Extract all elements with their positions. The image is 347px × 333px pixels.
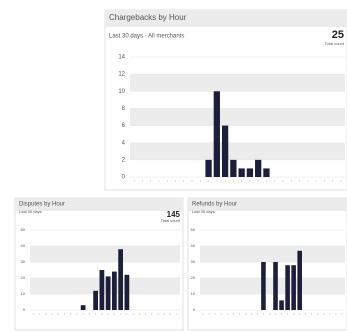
bar	[297, 250, 302, 310]
bar	[285, 265, 290, 310]
bar	[93, 290, 98, 310]
bar	[105, 276, 111, 310]
bar	[124, 274, 130, 310]
y-tick-label: 40	[21, 243, 26, 248]
bar	[112, 271, 117, 310]
total-label: Total count	[325, 41, 345, 46]
panel	[14, 197, 184, 331]
y-tick-label: 30	[191, 259, 196, 264]
y-tick-label: 50	[191, 227, 196, 232]
y-tick-label: 14	[118, 55, 125, 61]
panel	[187, 197, 347, 331]
y-tick-label: 0	[193, 307, 196, 312]
bar	[273, 262, 278, 310]
grid-band	[130, 74, 345, 92]
y-tick-label: 0	[23, 307, 26, 312]
y-tick-label: 6	[122, 123, 126, 129]
grid-band	[30, 246, 180, 262]
total-value: 25	[332, 29, 344, 41]
total-label: Total count	[161, 218, 181, 223]
bar	[205, 159, 212, 177]
y-tick-label: 2	[122, 157, 126, 163]
bar	[221, 125, 229, 177]
y-tick-label: 4	[122, 140, 126, 146]
panel-subtitle: Last 30 days · All merchants	[109, 34, 184, 40]
panel-subtitle: Last 30 days	[19, 209, 42, 214]
panel-title: Chargebacks by Hour	[109, 13, 187, 22]
bar	[99, 270, 105, 310]
y-tick-label: 10	[21, 291, 26, 296]
grid-band	[130, 142, 345, 160]
panel-header	[188, 198, 347, 211]
y-tick-label: 30	[21, 259, 26, 264]
panel-subtitle: Last 30 days	[192, 209, 215, 214]
y-tick-label: 12	[118, 72, 125, 78]
total-value: 145	[167, 210, 181, 219]
y-tick-label: 0	[122, 175, 126, 181]
panel-title: Disputes by Hour	[19, 202, 65, 208]
y-tick-label: 8	[122, 106, 126, 112]
bar	[263, 168, 270, 177]
bar	[213, 91, 220, 177]
bar	[80, 305, 86, 310]
bar	[230, 159, 237, 177]
bar	[118, 249, 123, 310]
panel-header	[15, 198, 183, 211]
y-tick-label: 20	[21, 275, 26, 280]
grid-band	[200, 246, 345, 262]
grid-band	[130, 108, 345, 126]
y-tick-label: 50	[21, 227, 26, 232]
y-tick-label: 10	[191, 291, 196, 296]
y-tick-label: 10	[118, 89, 125, 95]
y-tick-label: 40	[191, 243, 196, 248]
grid-band	[30, 278, 180, 294]
y-tick-label: 20	[191, 275, 196, 280]
grid-band	[200, 278, 345, 294]
bar	[246, 168, 254, 177]
panel-title: Refunds by Hour	[192, 202, 237, 208]
bar	[238, 168, 245, 177]
panel-header	[105, 10, 347, 27]
bar	[255, 159, 262, 177]
bar	[261, 262, 266, 310]
bar	[291, 265, 296, 310]
bar	[279, 300, 284, 310]
